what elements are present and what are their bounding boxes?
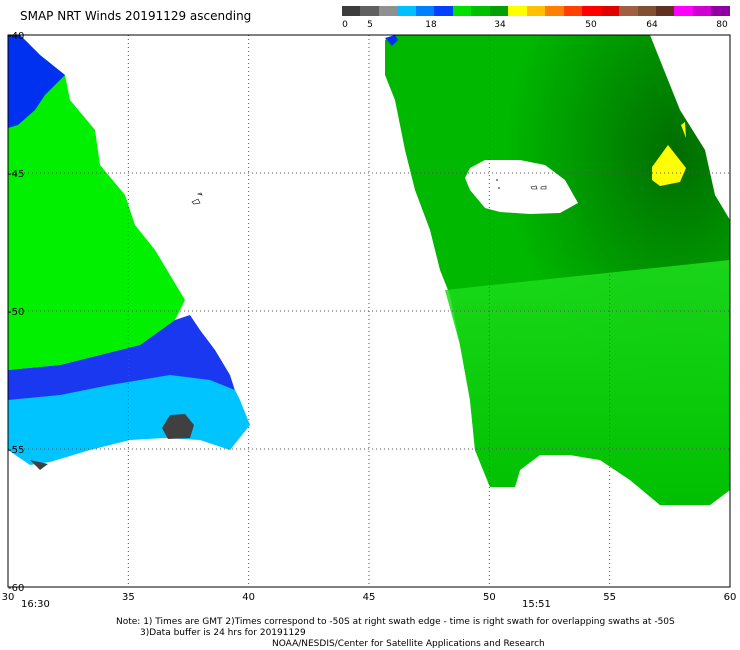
- colorbar-label-80: 80: [716, 20, 728, 30]
- right-swath-green-lower: [445, 260, 730, 505]
- x-tick-label: 40: [242, 592, 255, 603]
- colorbar-label-64: 64: [646, 20, 658, 30]
- x-tick-label: 45: [363, 592, 376, 603]
- colorbar-segment: [397, 6, 416, 16]
- colorbar-segment: [600, 6, 620, 16]
- left-swath-green: [8, 35, 185, 370]
- colorbar-segment: [619, 6, 638, 16]
- colorbar-segment: [711, 6, 730, 16]
- note-line-3: NOAA/NESDIS/Center for Satellite Applica…: [272, 639, 545, 649]
- island-outline-3: [530, 185, 538, 190]
- colorbar-segment: [655, 6, 675, 16]
- y-tick-label: -45: [8, 169, 24, 180]
- colorbar-segment: [637, 6, 656, 16]
- colorbar-label-50: 50: [585, 20, 597, 30]
- colorbar-label-0: 0: [342, 20, 348, 30]
- left-swath-gray-edge: [30, 460, 48, 470]
- left-swath-blue-top: [8, 35, 65, 128]
- colorbar-segment: [360, 6, 379, 16]
- island-outline: [191, 198, 201, 205]
- colorbar-segment: [434, 6, 453, 16]
- right-swath-time: 15:51: [522, 599, 551, 610]
- yellow-patch: [652, 145, 686, 186]
- island-outline-4: [540, 185, 547, 190]
- yellow-sliver: [681, 122, 686, 138]
- colorbar-segment: [526, 6, 546, 16]
- y-tick-label: -40: [8, 31, 24, 42]
- x-tick-label: 55: [603, 592, 616, 603]
- map-frame: [7, 34, 731, 588]
- left-swath-gray-blob: [162, 414, 194, 439]
- note-line-2: 3)Data buffer is 24 hrs for 20191129: [140, 628, 306, 638]
- colorbar-segment: [545, 6, 564, 16]
- wind-speed-colorbar: [342, 6, 730, 16]
- colorbar-label-5: 5: [367, 20, 373, 30]
- y-axis-labels: -40 -45 -50 -55 -60: [8, 31, 24, 594]
- colorbar-segment: [563, 6, 583, 16]
- x-axis-labels: 30 35 40 45 50 55 60: [2, 592, 737, 603]
- island-outline-2: [196, 192, 203, 196]
- map-title: SMAP NRT Winds 20191129 ascending: [20, 9, 252, 23]
- y-tick-label: -55: [8, 445, 24, 456]
- graticule: [8, 35, 730, 587]
- colorbar-segment: [674, 6, 693, 16]
- y-tick-label: -50: [8, 307, 24, 318]
- colorbar-segment: [378, 6, 398, 16]
- colorbar-segment: [508, 6, 527, 16]
- left-swath-cyan: [8, 375, 250, 465]
- colorbar-segment: [415, 6, 435, 16]
- y-tick-label: -60: [8, 583, 24, 594]
- colorbar-label-18: 18: [425, 20, 437, 30]
- colorbar-segment: [692, 6, 712, 16]
- note-line-1: Note: 1) Times are GMT 2)Times correspon…: [116, 617, 675, 627]
- colorbar-label-34: 34: [494, 20, 506, 30]
- colorbar-segment: [471, 6, 490, 16]
- colorbar-segment: [452, 6, 472, 16]
- land-hole: [465, 160, 578, 214]
- left-swath-time: 16:30: [21, 599, 50, 610]
- x-tick-label: 30: [2, 592, 15, 603]
- colorbar-segment: [582, 6, 601, 16]
- right-swath-blue-corner: [385, 35, 398, 46]
- colorbar-segment: [342, 6, 361, 16]
- x-tick-label: 50: [483, 592, 496, 603]
- colorbar-segment: [489, 6, 509, 16]
- x-tick-label: 60: [724, 592, 737, 603]
- x-tick-label: 35: [122, 592, 135, 603]
